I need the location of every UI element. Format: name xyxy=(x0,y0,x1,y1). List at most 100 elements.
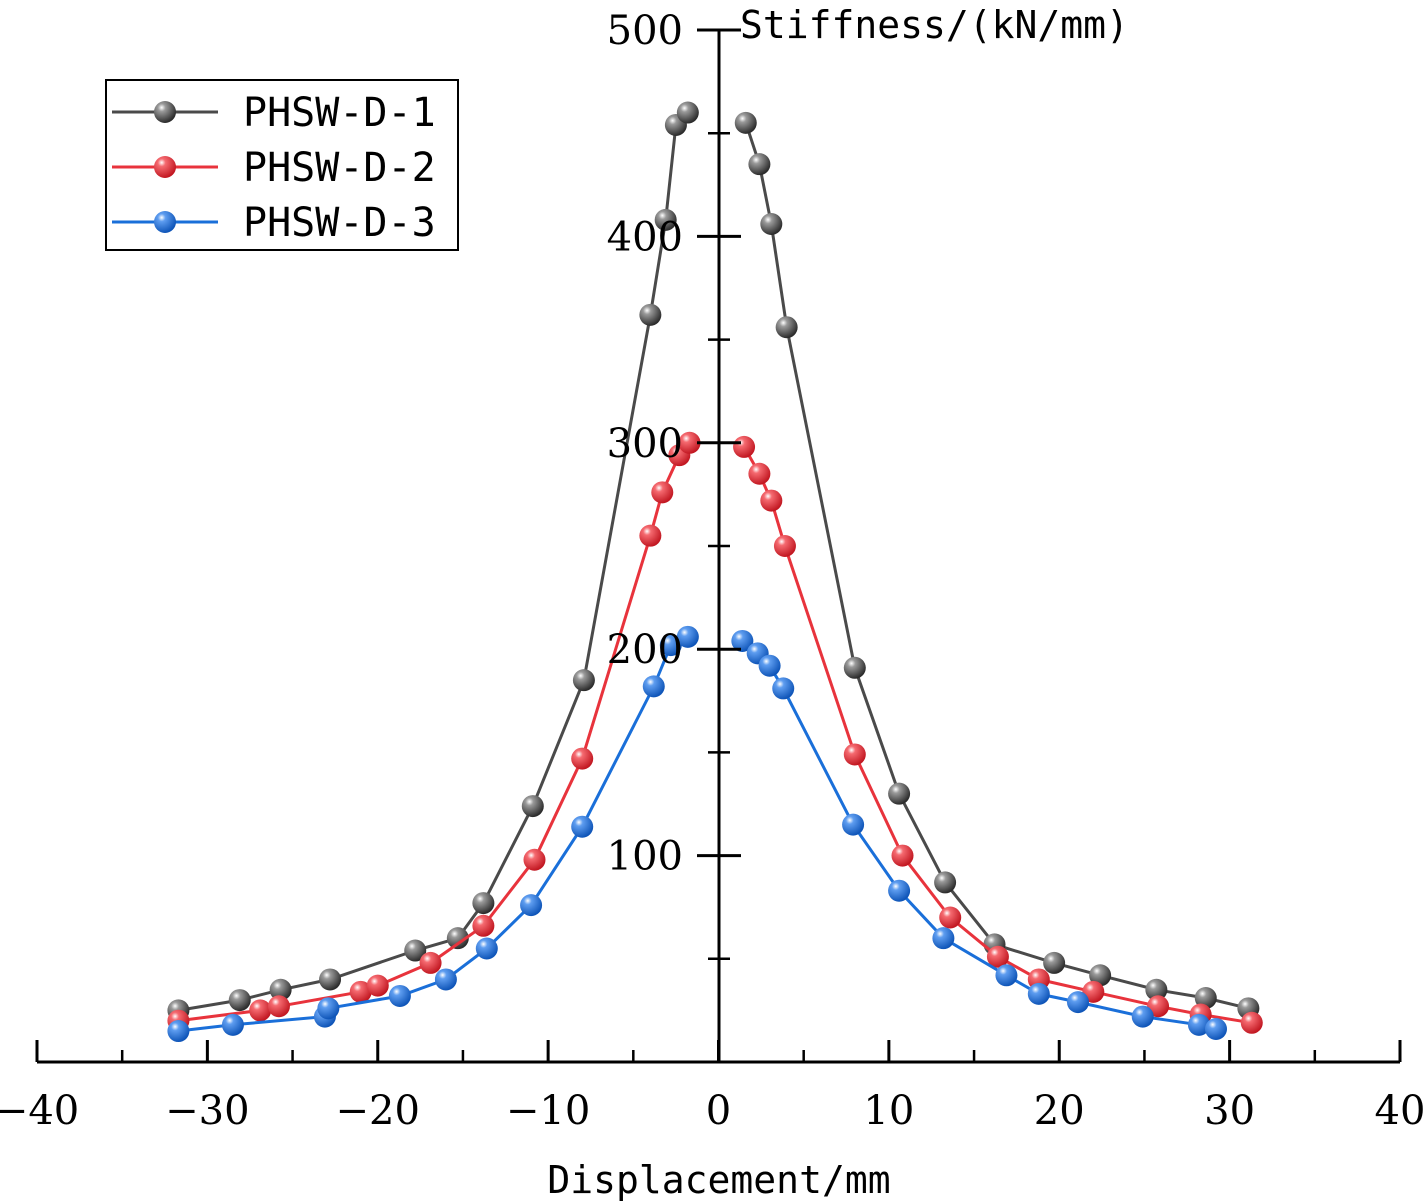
data-point xyxy=(1240,1011,1263,1034)
data-point xyxy=(571,815,594,838)
data-point xyxy=(1043,951,1066,974)
data-point xyxy=(404,939,427,962)
data-point xyxy=(888,879,911,902)
data-point xyxy=(651,481,674,504)
data-point xyxy=(434,968,457,991)
series-phsw-d-3 xyxy=(167,625,1227,1043)
legend-marker xyxy=(154,101,176,123)
y-axis-title: Stiffness/(kN/mm) xyxy=(740,3,1129,47)
data-point xyxy=(676,101,699,124)
x-tick-label: 40 xyxy=(1375,1088,1426,1134)
x-tick-label: −20 xyxy=(336,1088,420,1134)
data-point xyxy=(319,968,342,991)
data-point xyxy=(221,1013,244,1036)
data-point xyxy=(760,213,783,236)
data-point xyxy=(734,111,757,134)
data-point xyxy=(639,303,662,326)
data-point xyxy=(349,980,372,1003)
data-point xyxy=(446,927,469,950)
y-tick-label: 500 xyxy=(607,8,683,54)
data-point xyxy=(760,489,783,512)
data-point xyxy=(1089,964,1112,987)
data-point xyxy=(932,927,955,950)
legend-label: PHSW-D-3 xyxy=(243,200,436,246)
x-tick-label: −30 xyxy=(165,1088,249,1134)
x-tick-label: −10 xyxy=(506,1088,590,1134)
legend: PHSW-D-1 PHSW-D-2 PHSW-D-3 xyxy=(105,79,459,251)
data-point xyxy=(842,813,865,836)
data-point xyxy=(267,995,290,1018)
series-line-positive xyxy=(741,639,1217,1031)
legend-items: PHSW-D-1 PHSW-D-2 PHSW-D-3 xyxy=(112,90,436,246)
y-axis: 100 200 300 400 500 xyxy=(607,8,741,1062)
data-point xyxy=(1145,978,1168,1001)
y-axis-ticks: 100 200 300 400 500 xyxy=(607,8,741,961)
y-tick-label: 100 xyxy=(607,834,683,880)
data-point xyxy=(659,634,682,657)
legend-label: PHSW-D-2 xyxy=(243,145,436,191)
data-point xyxy=(676,625,699,648)
data-point xyxy=(1027,982,1050,1005)
data-point xyxy=(388,984,411,1007)
data-point xyxy=(891,844,914,867)
data-point xyxy=(228,989,251,1012)
data-point xyxy=(520,894,543,917)
data-point xyxy=(1187,1013,1210,1036)
data-point xyxy=(472,892,495,915)
legend-item: PHSW-D-3 xyxy=(112,200,436,246)
data-point xyxy=(642,675,665,698)
data-point xyxy=(731,629,754,652)
data-point xyxy=(572,669,595,692)
x-tick-label: 10 xyxy=(863,1088,914,1134)
x-axis-title: Displacement/mm xyxy=(547,1158,890,1202)
legend-item: PHSW-D-2 xyxy=(112,145,436,191)
data-point xyxy=(758,654,781,677)
series-phsw-d-2 xyxy=(167,431,1263,1034)
x-axis: −40 −30 −20 −10 0 10 20 30 40 xyxy=(0,1040,1425,1134)
data-point xyxy=(843,743,866,766)
x-tick-label: −40 xyxy=(0,1088,79,1134)
data-point xyxy=(521,795,544,818)
data-point xyxy=(419,951,442,974)
data-point xyxy=(472,914,495,937)
data-point xyxy=(167,1020,190,1043)
x-tick-label: 0 xyxy=(706,1088,731,1134)
data-point xyxy=(772,677,795,700)
x-axis-ticks: −40 −30 −20 −10 0 10 20 30 40 xyxy=(0,1040,1425,1134)
series-layer xyxy=(167,101,1263,1043)
y-tick-label: 200 xyxy=(607,627,683,673)
series-phsw-d-1 xyxy=(167,101,1260,1022)
data-point xyxy=(986,945,1009,968)
legend-marker xyxy=(154,156,176,178)
x-tick-label: 20 xyxy=(1034,1088,1085,1134)
data-point xyxy=(733,435,756,458)
data-point xyxy=(317,997,340,1020)
data-point xyxy=(939,906,962,929)
data-point xyxy=(1131,1005,1154,1028)
data-point xyxy=(639,524,662,547)
data-point xyxy=(366,974,389,997)
series-line-positive xyxy=(744,122,1249,1010)
data-point xyxy=(995,964,1018,987)
data-point xyxy=(888,782,911,805)
data-point xyxy=(475,937,498,960)
data-point xyxy=(934,871,957,894)
legend-item: PHSW-D-1 xyxy=(112,90,436,136)
legend-marker xyxy=(154,211,176,233)
data-point xyxy=(523,848,546,871)
data-point xyxy=(1204,1017,1227,1040)
data-point xyxy=(748,153,771,176)
data-point xyxy=(748,462,771,485)
data-point xyxy=(571,747,594,770)
data-point xyxy=(654,208,677,231)
data-point xyxy=(843,656,866,679)
data-point xyxy=(773,535,796,557)
data-point xyxy=(269,978,292,1001)
legend-label: PHSW-D-1 xyxy=(243,90,436,136)
y-tick-label: 400 xyxy=(607,214,683,260)
data-point xyxy=(249,999,272,1022)
data-point xyxy=(775,316,798,339)
data-point xyxy=(1194,987,1217,1010)
